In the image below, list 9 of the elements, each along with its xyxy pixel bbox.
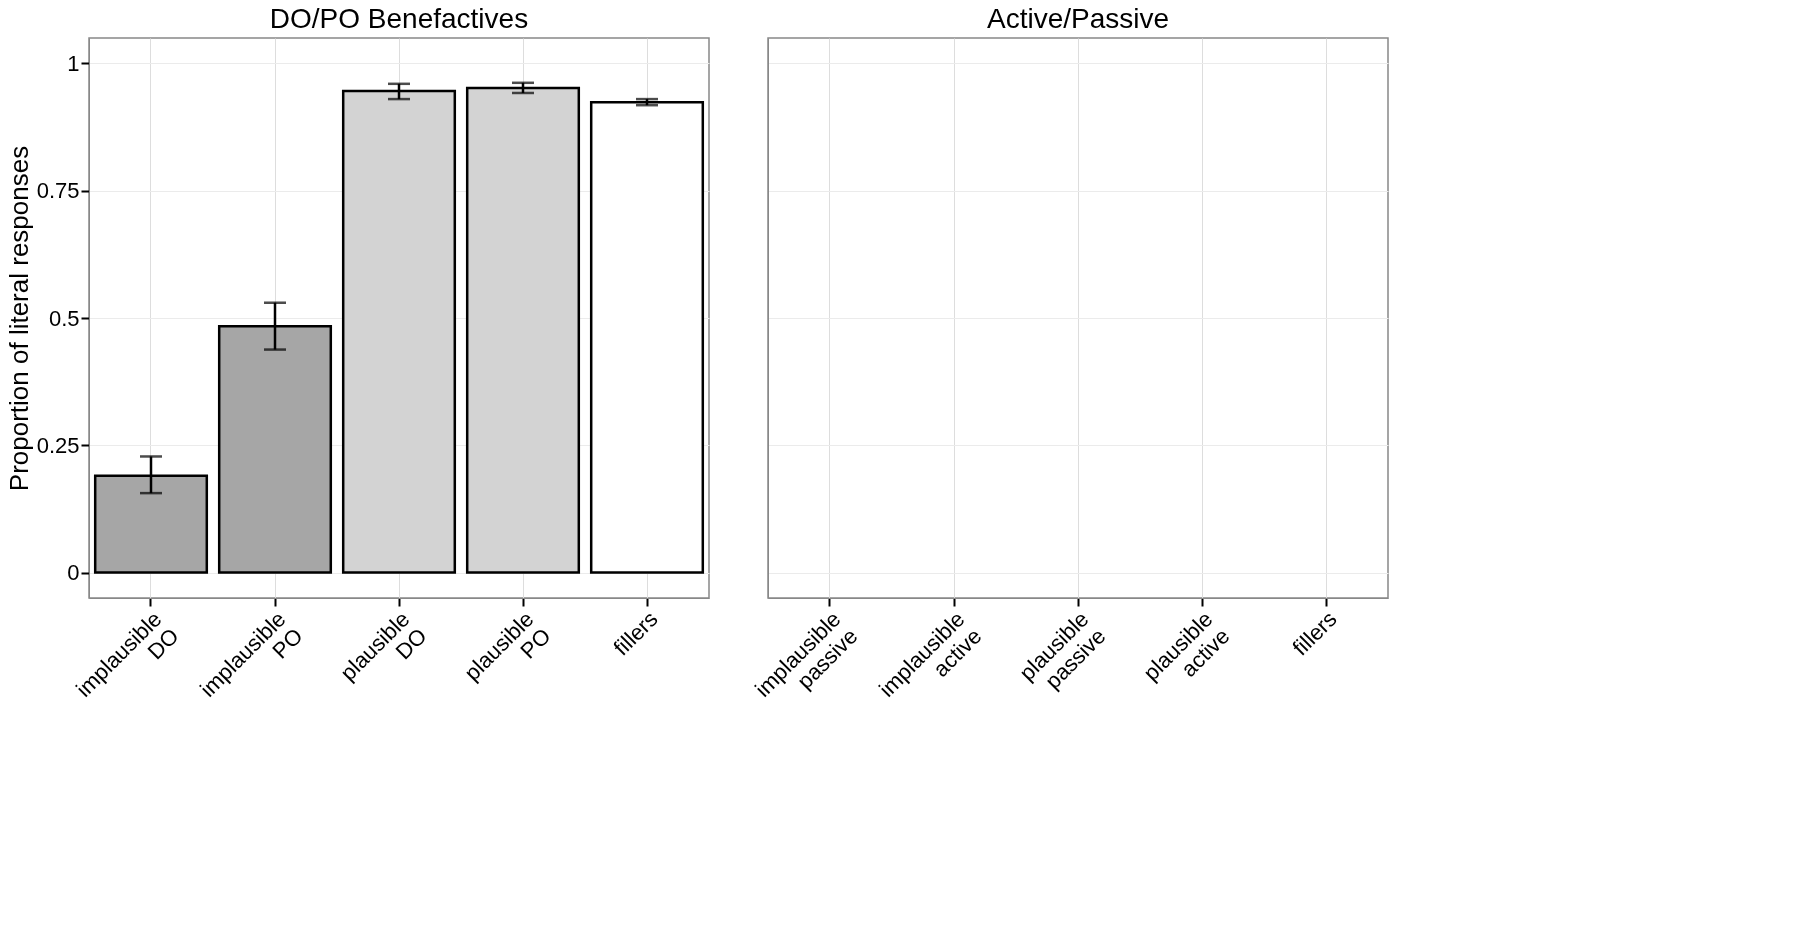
y-tick-label: 0	[67, 560, 80, 586]
chart-title: Active/Passive	[986, 3, 1170, 34]
y-tick-label: 1	[67, 50, 80, 76]
y-tick-label: 0.25	[36, 432, 80, 458]
y-tick-label: 0.75	[36, 178, 80, 204]
chart-title: DO/PO Benefactives	[269, 3, 529, 34]
y-tick-label: 0.5	[48, 305, 80, 331]
bar	[589, 100, 705, 574]
y-axis-title: Proportion of literal responses	[3, 145, 34, 492]
